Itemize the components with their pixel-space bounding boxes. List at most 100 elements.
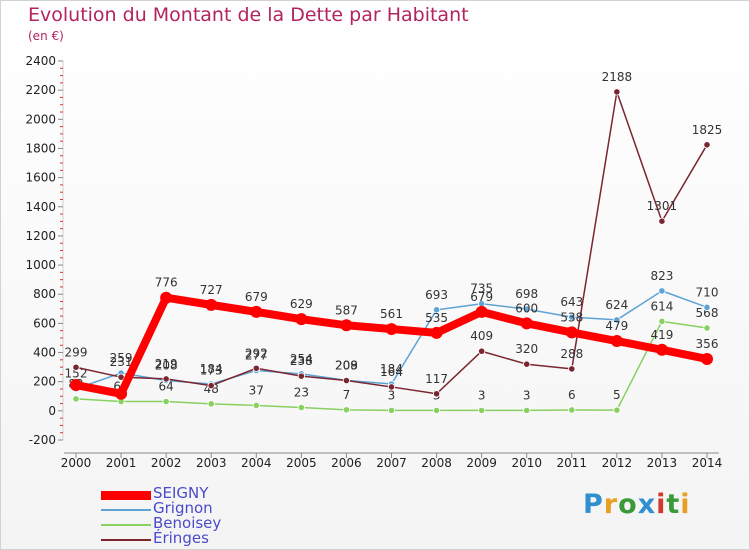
data-label-grignon: 693: [425, 288, 448, 302]
data-label-ringes: 2188: [602, 70, 633, 84]
y-tick-label: 2400: [25, 54, 56, 68]
data-point-ringes: [342, 376, 351, 385]
data-point-ringes: [162, 375, 170, 383]
x-tick-label: 2010: [511, 456, 542, 470]
x-tick-label: 2009: [466, 456, 497, 470]
data-point-ringes: [703, 141, 711, 149]
data-label-seigny: 419: [650, 328, 673, 342]
legend-label-eringes: Éringes: [153, 529, 209, 547]
x-tick-label: 2002: [151, 456, 182, 470]
data-label-seigny: 479: [605, 319, 628, 333]
y-tick-label: 400: [33, 346, 56, 360]
y-tick-label: 2000: [25, 112, 56, 126]
data-label-benoisey: 23: [294, 385, 309, 399]
x-tick-label: 2008: [421, 456, 452, 470]
data-point-seigny: [610, 335, 623, 348]
y-tick-label: 200: [33, 375, 56, 389]
data-label-ringes: 208: [335, 359, 358, 373]
y-tick-label: 1600: [25, 171, 56, 185]
data-point-seigny: [250, 305, 263, 318]
data-label-seigny: 600: [515, 301, 538, 315]
series-line-ringes: [75, 91, 708, 395]
data-point-grignon: [703, 303, 711, 311]
data-point-benoisey: [478, 406, 486, 415]
data-label-ringes: 1301: [647, 199, 678, 213]
data-label-benoisey: 7: [343, 388, 351, 402]
data-point-seigny: [340, 319, 353, 332]
data-point-ringes: [252, 364, 260, 372]
data-point-benoisey: [252, 401, 260, 410]
legend-swatch-seigny: [101, 491, 151, 500]
data-point-benoisey: [72, 395, 80, 403]
data-point-ringes: [117, 373, 125, 381]
data-point-benoisey: [207, 400, 215, 408]
data-point-seigny: [520, 317, 533, 330]
y-tick-label: 0: [48, 404, 56, 418]
legend-label-seigny: SEIGNY: [153, 484, 209, 502]
data-point-benoisey: [658, 317, 666, 325]
data-label-ringes: 292: [245, 346, 268, 360]
x-tick-label: 2004: [241, 456, 272, 470]
data-label-seigny: 538: [560, 310, 583, 324]
data-point-ringes: [387, 383, 396, 391]
data-point-ringes: [207, 382, 215, 390]
data-point-seigny: [115, 387, 128, 400]
data-point-benoisey: [703, 324, 711, 332]
data-label-grignon: 735: [470, 282, 493, 296]
y-tick-label: 1800: [25, 141, 56, 155]
legend-label-grignon: Grignon: [153, 499, 213, 517]
data-label-seigny: 629: [290, 297, 313, 311]
y-tick-label: 1400: [25, 200, 56, 214]
data-label-benoisey: 3: [478, 388, 486, 402]
data-point-ringes: [432, 390, 441, 398]
data-point-seigny: [701, 352, 713, 365]
data-point-benoisey: [432, 406, 441, 415]
data-label-benoisey: 568: [696, 306, 719, 320]
x-tick-label: 2011: [557, 456, 588, 470]
data-label-seigny: 356: [696, 337, 719, 351]
data-point-benoisey: [162, 397, 170, 406]
data-point-ringes: [72, 363, 80, 371]
y-tick-label: 600: [33, 316, 56, 330]
data-point-grignon: [432, 306, 441, 314]
x-tick-label: 2014: [692, 456, 723, 470]
data-label-benoisey: 5: [613, 388, 621, 402]
unit-label: (en €): [28, 29, 64, 43]
data-point-grignon: [613, 316, 621, 324]
data-label-grignon: 698: [515, 287, 538, 301]
data-label-ringes: 299: [65, 345, 88, 359]
data-point-benoisey: [523, 406, 531, 415]
y-tick-label: -200: [29, 433, 56, 447]
data-label-seigny: 679: [245, 290, 268, 304]
data-label-grignon: 209: [335, 358, 358, 372]
legend-label-benoisey: Benoisey: [153, 514, 222, 532]
data-point-ringes: [658, 217, 666, 225]
data-label-grignon: 184: [380, 362, 403, 376]
data-label-benoisey: 64: [159, 380, 174, 394]
data-label-seigny: 679: [470, 290, 493, 304]
data-point-ringes: [523, 360, 531, 368]
data-label-ringes: 173: [200, 364, 223, 378]
x-tick-label: 2007: [376, 456, 407, 470]
data-label-seigny: 561: [380, 307, 403, 321]
legend-swatch-eringes: [101, 539, 151, 541]
data-point-benoisey: [387, 406, 396, 415]
data-point-seigny: [205, 298, 218, 311]
data-point-seigny: [430, 326, 443, 339]
data-label-grignon: 152: [65, 367, 88, 381]
data-label-ringes: 238: [290, 354, 313, 368]
data-point-seigny: [385, 323, 398, 336]
data-label-ringes: 164: [380, 365, 403, 379]
data-label-ringes: 1825: [692, 123, 723, 137]
data-label-grignon: 643: [560, 295, 583, 309]
chart-title: Evolution du Montant de la Dette par Hab…: [28, 4, 469, 26]
data-label-grignon: 254: [290, 352, 313, 366]
data-point-benoisey: [568, 406, 576, 414]
data-label-ringes: 288: [560, 347, 583, 361]
data-label-benoisey: 6: [568, 388, 576, 402]
data-label-grignon: 259: [110, 351, 133, 365]
data-point-ringes: [478, 347, 486, 355]
data-point-ringes: [613, 88, 621, 96]
data-point-ringes: [297, 372, 305, 380]
